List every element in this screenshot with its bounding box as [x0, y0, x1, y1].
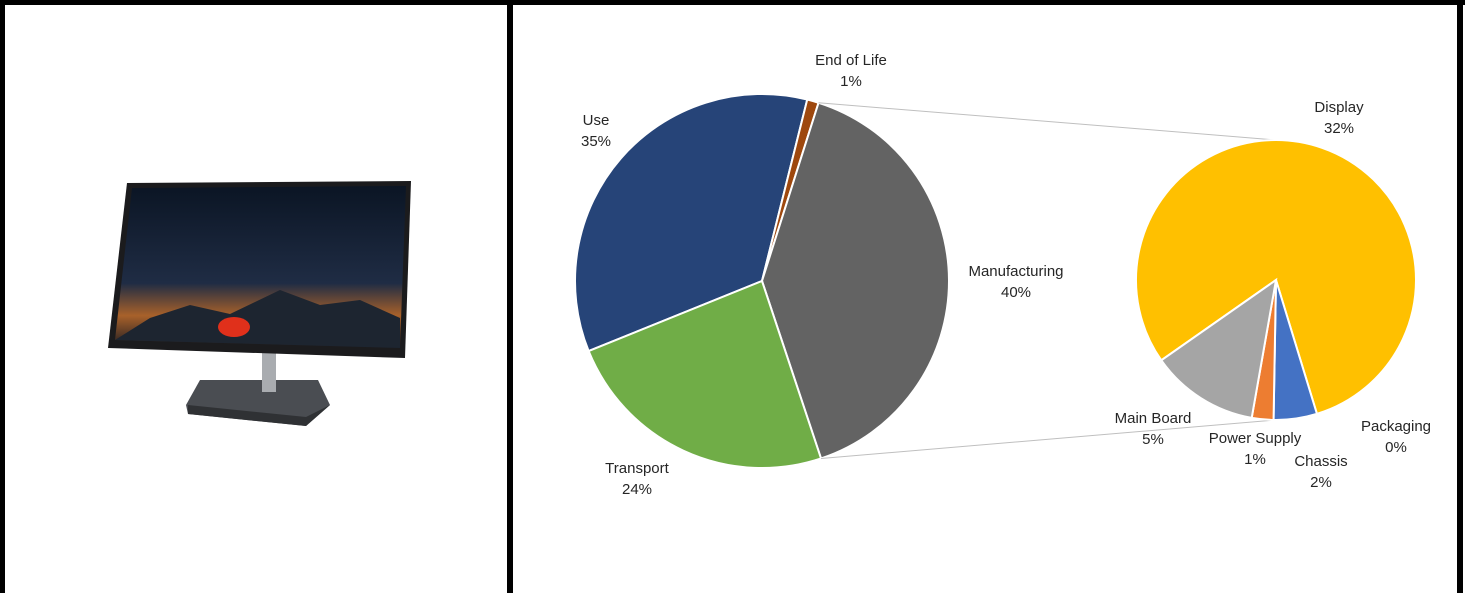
slice-value-label: 24%	[622, 481, 652, 498]
connector-line	[818, 102, 1277, 141]
pie-of-pie-chart: Use 35% End of Life 1% Manufacturing 40% Trans…	[574, 52, 1431, 498]
slice-value-label: 1%	[1244, 451, 1266, 468]
slice-label: Use	[583, 112, 610, 129]
slice-label: End of Life	[815, 52, 887, 69]
slice-value-label: 35%	[581, 133, 611, 150]
slice-label: Display	[1314, 99, 1364, 116]
slice-label: Manufacturing	[968, 263, 1063, 280]
frame-divider	[507, 0, 513, 593]
pie-slice	[587, 279, 823, 469]
slice-value-label: 40%	[1001, 284, 1031, 301]
slice-label: Transport	[605, 460, 669, 477]
slice-value-label: 32%	[1324, 120, 1354, 137]
frame-top	[0, 0, 1465, 5]
slice-label: Chassis	[1294, 453, 1347, 470]
slice-value-label: 1%	[840, 73, 862, 90]
pie-slice	[574, 93, 809, 353]
pie-slice	[1159, 277, 1278, 420]
slice-value-label: 2%	[1310, 474, 1332, 491]
pie-slice	[1135, 139, 1417, 416]
monitor-image	[108, 181, 411, 426]
frame-right	[1457, 0, 1463, 593]
connector-line	[820, 419, 1277, 459]
slice-value-label: 5%	[1142, 431, 1164, 448]
slice-label: Main Board	[1115, 410, 1192, 427]
slice-label: Power Supply	[1209, 430, 1302, 447]
slice-value-label: 0%	[1385, 439, 1407, 456]
frame-left	[0, 0, 5, 593]
pie-slice	[760, 101, 950, 460]
slice-label: Packaging	[1361, 418, 1431, 435]
